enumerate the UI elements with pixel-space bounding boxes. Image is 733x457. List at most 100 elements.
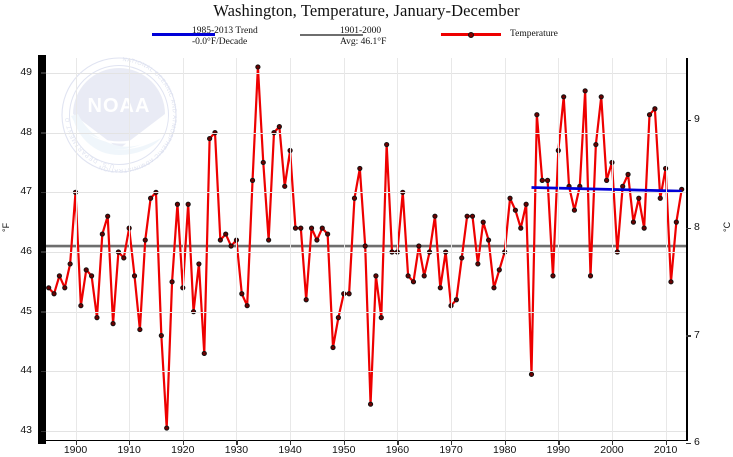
- y-axis-tick-label: 46: [20, 244, 32, 257]
- gridline-horizontal: [46, 72, 686, 74]
- temperature-data-point: [148, 195, 154, 201]
- x-axis-tick-label: 2000: [600, 444, 624, 456]
- temperature-data-point: [459, 255, 465, 261]
- x-axis-spine: [46, 440, 687, 442]
- legend-trend-label-line1: 1985-2013 Trend: [192, 26, 258, 36]
- temperature-marker-swatch: [468, 32, 474, 38]
- temperature-data-point: [614, 249, 620, 255]
- y-axis-tick-label: 48: [20, 125, 32, 138]
- x-axis-tick-label: 1930: [224, 444, 249, 456]
- temperature-data-point: [137, 326, 143, 333]
- temperature-data-point: [582, 88, 588, 94]
- temperature-data-point: [115, 249, 122, 255]
- temperature-data-point: [314, 237, 320, 243]
- temperature-data-point: [544, 177, 551, 183]
- x-axis-tick: [290, 440, 292, 445]
- temperature-data-point: [67, 261, 73, 267]
- temperature-data-point: [464, 213, 470, 219]
- y-axis-right-tick: [686, 119, 691, 122]
- temperature-data-point: [207, 135, 213, 142]
- y-axis-right-spine: [686, 58, 688, 441]
- temperature-data-point: [83, 267, 89, 273]
- temperature-data-point: [110, 321, 116, 327]
- temperature-data-point: [598, 94, 604, 100]
- x-axis-tick: [397, 440, 399, 445]
- x-axis-tick-label: 1950: [332, 444, 356, 456]
- gridline-vertical: [129, 58, 131, 440]
- temperature-data-point: [292, 225, 299, 231]
- legend-average-label-line1: 1901-2000: [340, 26, 382, 36]
- temperature-data-point: [416, 243, 422, 249]
- temperature-data-point: [507, 195, 513, 201]
- temperature-data-point: [437, 285, 443, 291]
- temperature-data-point: [223, 231, 229, 237]
- temperature-data-point: [512, 207, 518, 213]
- gridline-horizontal: [46, 192, 686, 194]
- temperature-data-point: [99, 231, 105, 237]
- temperature-data-point: [357, 165, 363, 172]
- temperature-data-point: [528, 371, 535, 377]
- temperature-data-point: [668, 279, 674, 285]
- temperature-data-point: [319, 225, 325, 231]
- y-axis-tick: [41, 370, 46, 373]
- temperature-data-point: [335, 315, 341, 321]
- y-axis-right-tick-label: 8: [694, 221, 700, 234]
- temperature-data-point: [260, 159, 266, 166]
- temperature-data-point: [351, 195, 358, 201]
- temperature-data-point: [630, 219, 637, 225]
- temperature-data-point: [201, 350, 207, 357]
- temperature-data-point: [255, 64, 261, 70]
- temperature-data-point: [185, 201, 191, 207]
- y-axis-right-tick-label: 7: [694, 328, 700, 341]
- temperature-data-point: [550, 273, 556, 279]
- legend-temperature-label: Temperature: [510, 29, 558, 39]
- temperature-data-point: [421, 273, 427, 279]
- temperature-data-point: [389, 249, 395, 255]
- temperature-data-point: [426, 249, 433, 255]
- temperature-data-point: [217, 237, 223, 243]
- gridline-vertical: [236, 58, 238, 440]
- x-axis-tick: [236, 440, 238, 445]
- temperature-data-point: [346, 291, 352, 297]
- temperature-data-point: [453, 297, 459, 303]
- gridline-vertical: [665, 58, 667, 440]
- y-axis-tick: [41, 132, 46, 134]
- temperature-data-point: [196, 261, 202, 267]
- x-axis-tick: [343, 440, 345, 445]
- temperature-data-point: [410, 279, 417, 285]
- gridline-vertical: [397, 58, 399, 440]
- temperature-data-point: [276, 124, 282, 130]
- y-axis-tick: [41, 72, 46, 74]
- temperature-data-point: [673, 219, 679, 225]
- temperature-data-point: [169, 279, 175, 285]
- y-axis-right-tick: [686, 442, 691, 445]
- temperature-data-point: [158, 332, 164, 339]
- temperature-data-point: [164, 425, 170, 431]
- legend-average-label-line2: Avg: 46.1°F: [340, 37, 387, 47]
- gridline-horizontal: [46, 431, 686, 433]
- gridline-vertical: [611, 58, 613, 440]
- data-series-layer: [46, 64, 686, 431]
- x-axis-tick-label: 1940: [278, 444, 302, 456]
- temperature-data-point: [571, 207, 578, 213]
- x-axis-tick-label: 1980: [492, 444, 517, 456]
- gridline-horizontal: [46, 251, 686, 253]
- x-axis-tick-label: 2010: [653, 444, 678, 456]
- temperature-data-point: [228, 243, 234, 249]
- temperature-data-point: [282, 183, 288, 189]
- plot-area: [41, 58, 691, 445]
- y-axis-tick-label: 44: [20, 364, 32, 377]
- x-axis-tick-label: 1960: [385, 444, 410, 456]
- x-axis-tick: [129, 440, 131, 445]
- trend-line: [531, 186, 682, 193]
- chart-title: Washington, Temperature, January-Decembe…: [213, 1, 520, 20]
- y-axis-label-fahrenheit: °F: [1, 222, 11, 232]
- temperature-data-point: [587, 273, 594, 279]
- temperature-data-point: [174, 201, 181, 207]
- x-axis-tick: [611, 440, 614, 445]
- temperature-data-point: [244, 303, 250, 309]
- y-axis-right-tick: [686, 335, 691, 337]
- temperature-data-point: [105, 213, 111, 219]
- temperature-data-point: [51, 291, 57, 297]
- y-axis-label-celsius: °C: [722, 221, 732, 232]
